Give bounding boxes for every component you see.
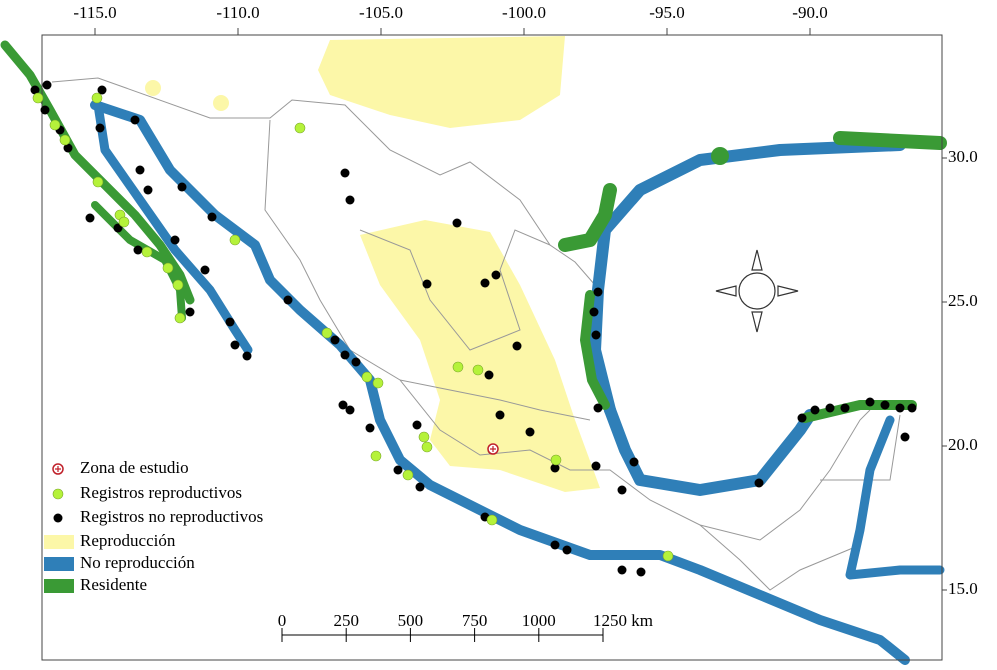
- y-tick-label: 20.0: [948, 435, 978, 454]
- breeding-area: [318, 36, 565, 128]
- borders: [51, 77, 901, 591]
- legend-label: Registros no reproductivos: [80, 507, 263, 526]
- x-tick-label: -100.0: [502, 3, 546, 22]
- y-tick-label: 25.0: [948, 291, 978, 310]
- y-tick-label: 30.0: [948, 147, 978, 166]
- x-tick-label: -115.0: [73, 3, 116, 22]
- scale-label: 0: [278, 611, 287, 630]
- scale-label: 750: [462, 611, 488, 630]
- non-breeding-records: [30, 80, 917, 577]
- scale-label: 1000: [522, 611, 556, 630]
- y-tick-label: 15.0: [948, 579, 978, 598]
- breeding-area: [213, 95, 229, 111]
- breeding-area: [360, 220, 600, 492]
- scale-label: 1250 km: [593, 611, 653, 630]
- scale-label: 250: [333, 611, 359, 630]
- non-breeding-range: [90, 100, 945, 665]
- study-zone: [487, 443, 499, 455]
- legend-label: Registros reproductivos: [80, 483, 242, 502]
- breeding-records: [32, 92, 674, 562]
- legend-label: No reproducción: [80, 553, 195, 572]
- map-frame: [41, 34, 943, 661]
- breeding-area: [145, 80, 161, 96]
- legend: [44, 463, 74, 593]
- legend-label: Zona de estudio: [80, 458, 189, 477]
- x-tick-label: -90.0: [792, 3, 827, 22]
- legend-label: Residente: [80, 575, 147, 594]
- compass: [715, 249, 799, 333]
- legend-label: Reproducción: [80, 531, 176, 550]
- scale-label: 500: [398, 611, 424, 630]
- x-tick-label: -105.0: [359, 3, 403, 22]
- x-tick-label: -95.0: [649, 3, 684, 22]
- x-tick-label: -110.0: [216, 3, 259, 22]
